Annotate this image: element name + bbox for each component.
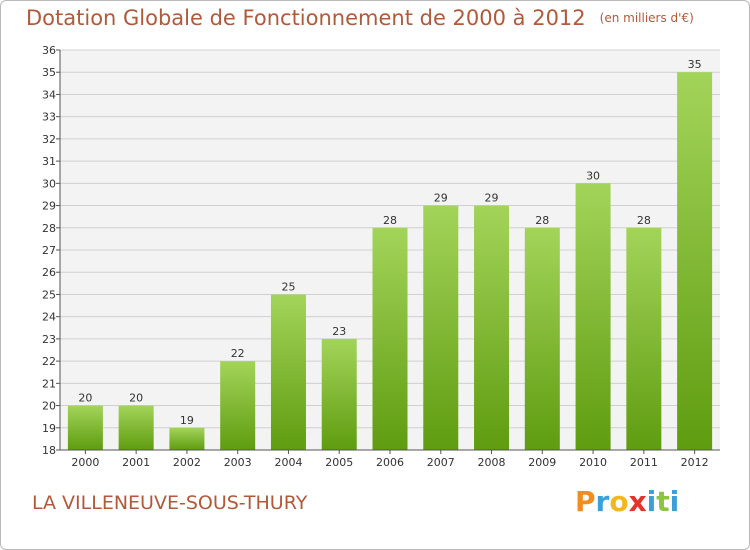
data-label-2010: 30 (586, 169, 600, 182)
x-tick-label-2005: 2005 (325, 456, 353, 469)
data-label-2009: 28 (535, 214, 549, 227)
x-tick-label-2004: 2004 (274, 456, 302, 469)
logo-letter: i (669, 485, 680, 518)
y-tick-label: 31 (42, 155, 56, 168)
y-tick-label: 34 (42, 88, 56, 101)
y-tick-label: 21 (42, 377, 56, 390)
x-tick-label-2012: 2012 (681, 456, 709, 469)
bar-2002 (169, 427, 205, 450)
x-tick-label-2001: 2001 (122, 456, 150, 469)
y-tick-label: 35 (42, 66, 56, 79)
logo-letter: t (656, 485, 670, 518)
bar-2004 (270, 294, 306, 450)
y-tick-label: 30 (42, 177, 56, 190)
bar-2000 (67, 405, 103, 450)
y-tick-label: 20 (42, 400, 56, 413)
chart-title-text: Dotation Globale de Fonctionnement de 20… (26, 6, 586, 30)
data-label-2002: 19 (180, 414, 194, 427)
x-axis: 2000 2001 2002 2003 2004 2005 2006 2007 2008 2009… (60, 449, 720, 469)
data-label-2012: 35 (688, 58, 702, 71)
y-tick-label: 26 (42, 266, 56, 279)
bar-2006 (372, 227, 408, 450)
data-label-2007: 29 (434, 192, 448, 205)
x-tick-label-2009: 2009 (528, 456, 556, 469)
chart-title: Dotation Globale de Fonctionnement de 20… (26, 6, 694, 30)
logo-letter: i (646, 485, 657, 518)
y-axis: 18 19 20 21 22 23 24 25 26 27 28 29 30 31 32 33 34 35 36 (42, 44, 61, 457)
x-tick-label-2006: 2006 (376, 456, 404, 469)
y-tick-label: 19 (42, 422, 56, 435)
commune-name: LA VILLENEUVE-SOUS-THURY (32, 492, 308, 514)
data-label-2011: 28 (637, 214, 651, 227)
y-tick-label: 29 (42, 200, 56, 213)
bar-2009 (524, 227, 560, 450)
logo-letter: P (575, 485, 596, 518)
logo-letter: x (628, 485, 647, 518)
y-tick-label: 22 (42, 355, 56, 368)
x-tick-label-2011: 2011 (630, 456, 658, 469)
data-label-2006: 28 (383, 214, 397, 227)
bar-2011 (626, 227, 662, 450)
data-label-2001: 20 (129, 392, 143, 405)
proxiti-logo[interactable]: Proxiti (575, 485, 679, 518)
data-label-2004: 25 (281, 280, 295, 293)
chart-subtitle: (en milliers d'€) (599, 11, 694, 25)
bar-2008 (474, 205, 510, 450)
y-tick-label: 25 (42, 288, 56, 301)
data-label-2000: 20 (78, 392, 92, 405)
y-tick-label: 33 (42, 111, 56, 124)
x-tick-label-2008: 2008 (478, 456, 506, 469)
logo-letter: o (609, 485, 629, 518)
bar-2012 (677, 72, 713, 450)
bars: 20 20 19 22 25 23 28 29 29 28 30 28 35 (67, 58, 713, 451)
x-tick-label-2007: 2007 (427, 456, 455, 469)
bar-2005 (321, 338, 357, 450)
data-label-2003: 22 (231, 347, 245, 360)
bar-2010 (575, 183, 611, 451)
y-tick-label: 24 (42, 311, 56, 324)
bar-2001 (118, 405, 154, 450)
bar-2003 (220, 361, 256, 450)
y-tick-label: 32 (42, 133, 56, 146)
data-label-2005: 23 (332, 325, 346, 338)
y-tick-label: 27 (42, 244, 56, 257)
y-tick-label: 18 (42, 444, 56, 457)
bar-2007 (423, 205, 459, 450)
x-tick-label-2003: 2003 (224, 456, 252, 469)
logo-letter: r (595, 485, 610, 518)
y-tick-label: 28 (42, 222, 56, 235)
x-tick-label-2000: 2000 (71, 456, 99, 469)
data-label-2008: 29 (485, 192, 499, 205)
y-tick-label: 36 (42, 44, 56, 57)
x-tick-label-2010: 2010 (579, 456, 607, 469)
y-tick-label: 23 (42, 333, 56, 346)
x-tick-label-2002: 2002 (173, 456, 201, 469)
